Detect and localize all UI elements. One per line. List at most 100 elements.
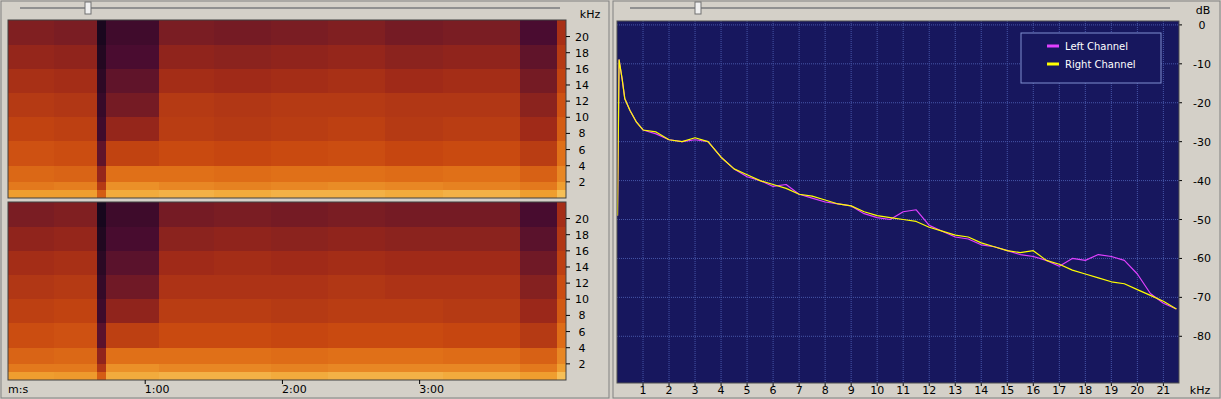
heat-cell bbox=[520, 166, 557, 182]
y-tick bbox=[566, 133, 570, 134]
heat-cell bbox=[97, 364, 106, 372]
y-tick bbox=[566, 149, 570, 150]
heat-cell bbox=[54, 299, 97, 323]
y-tick bbox=[566, 283, 570, 284]
heat-cell bbox=[214, 93, 271, 117]
heat-cell bbox=[385, 299, 442, 323]
heat-cell bbox=[8, 93, 54, 117]
heat-cell bbox=[54, 69, 97, 93]
heat-cell bbox=[106, 275, 159, 299]
heat-cell bbox=[214, 141, 271, 165]
heat-cell bbox=[214, 117, 271, 141]
heat-cell bbox=[214, 20, 271, 45]
legend-swatch bbox=[1047, 63, 1059, 66]
heat-cell bbox=[214, 364, 271, 372]
heat-cell bbox=[8, 372, 54, 380]
heat-cell bbox=[328, 202, 385, 227]
heat-cell bbox=[443, 372, 521, 380]
x-tick-label: 12 bbox=[922, 384, 936, 397]
heat-cell bbox=[106, 190, 159, 198]
heat-cell bbox=[520, 117, 557, 141]
heat-cell bbox=[8, 166, 54, 182]
x-tick-label: 1 bbox=[640, 384, 647, 397]
heat-cell bbox=[214, 166, 271, 182]
heat-cell bbox=[557, 117, 566, 141]
heat-cell bbox=[271, 202, 328, 227]
heat-cell bbox=[520, 364, 557, 372]
heat-cell bbox=[385, 93, 442, 117]
heat-cell bbox=[443, 69, 521, 93]
heat-cell bbox=[443, 190, 521, 198]
heat-cell bbox=[328, 69, 385, 93]
y-grid-line bbox=[617, 141, 1179, 142]
heat-cell bbox=[385, 372, 442, 380]
heat-cell bbox=[557, 364, 566, 372]
heat-cell bbox=[271, 117, 328, 141]
heat-cell bbox=[159, 20, 214, 45]
heat-cell bbox=[328, 20, 385, 45]
y-grid-line bbox=[617, 24, 1179, 25]
x-tick-label: 11 bbox=[896, 384, 910, 397]
heat-cell bbox=[54, 117, 97, 141]
heat-cell bbox=[520, 372, 557, 380]
heat-cell bbox=[54, 141, 97, 165]
heat-cell bbox=[443, 323, 521, 347]
y-grid-line bbox=[617, 258, 1179, 259]
y-tick bbox=[566, 181, 570, 182]
y-tick-label: 4 bbox=[579, 160, 586, 173]
heat-cell bbox=[106, 348, 159, 364]
x-axis-label: m:s bbox=[8, 383, 28, 396]
heat-cell bbox=[557, 372, 566, 380]
heat-cell bbox=[97, 190, 106, 198]
heat-cell bbox=[106, 141, 159, 165]
heat-cell bbox=[97, 299, 106, 323]
heat-cell bbox=[385, 20, 442, 45]
heat-cell bbox=[385, 202, 442, 227]
y-tick-label: 6 bbox=[579, 326, 586, 339]
heat-cell bbox=[8, 190, 54, 198]
y-tick-label: -70 bbox=[1193, 291, 1211, 304]
lines bbox=[618, 60, 1177, 309]
heat-cell bbox=[97, 348, 106, 364]
heat-cell bbox=[214, 190, 271, 198]
heat-cell bbox=[520, 45, 557, 69]
heat-cell bbox=[385, 251, 442, 275]
heat-cell bbox=[106, 93, 159, 117]
y-tick-label: 4 bbox=[579, 342, 586, 355]
heat-cell bbox=[443, 20, 521, 45]
heat-cell bbox=[328, 275, 385, 299]
heat-cell bbox=[443, 166, 521, 182]
heat-cell bbox=[97, 117, 106, 141]
heat-cell bbox=[557, 141, 566, 165]
heat-cell bbox=[443, 348, 521, 364]
left-panel bbox=[1, 1, 609, 398]
heat-cell bbox=[443, 227, 521, 251]
heat-cell bbox=[106, 117, 159, 141]
x-grid-line bbox=[695, 21, 696, 383]
x-grid-line bbox=[929, 21, 930, 383]
x-tick-label: 15 bbox=[1000, 384, 1014, 397]
heat-cell bbox=[159, 182, 214, 190]
y-tick-label: 14 bbox=[575, 261, 589, 274]
heat-cell bbox=[328, 299, 385, 323]
heat-cell bbox=[54, 275, 97, 299]
heat-cell bbox=[159, 190, 214, 198]
heat-cell bbox=[385, 166, 442, 182]
y-tick bbox=[566, 218, 570, 219]
heat-cell bbox=[328, 372, 385, 380]
x-grid-line bbox=[955, 21, 956, 383]
heat-cell bbox=[106, 69, 159, 93]
heat-cell bbox=[54, 227, 97, 251]
x-tick-label: 9 bbox=[848, 384, 855, 397]
heat-cell bbox=[214, 275, 271, 299]
heat-cell bbox=[54, 323, 97, 347]
y-tick-label: 16 bbox=[575, 63, 589, 76]
heat-cell bbox=[557, 93, 566, 117]
plot-frame bbox=[617, 21, 1179, 383]
heat-cell bbox=[214, 299, 271, 323]
heat-cell bbox=[271, 45, 328, 69]
heat-cell bbox=[520, 275, 557, 299]
y-tick-label: 12 bbox=[575, 277, 589, 290]
heat-cell bbox=[557, 323, 566, 347]
heat-cell bbox=[271, 20, 328, 45]
